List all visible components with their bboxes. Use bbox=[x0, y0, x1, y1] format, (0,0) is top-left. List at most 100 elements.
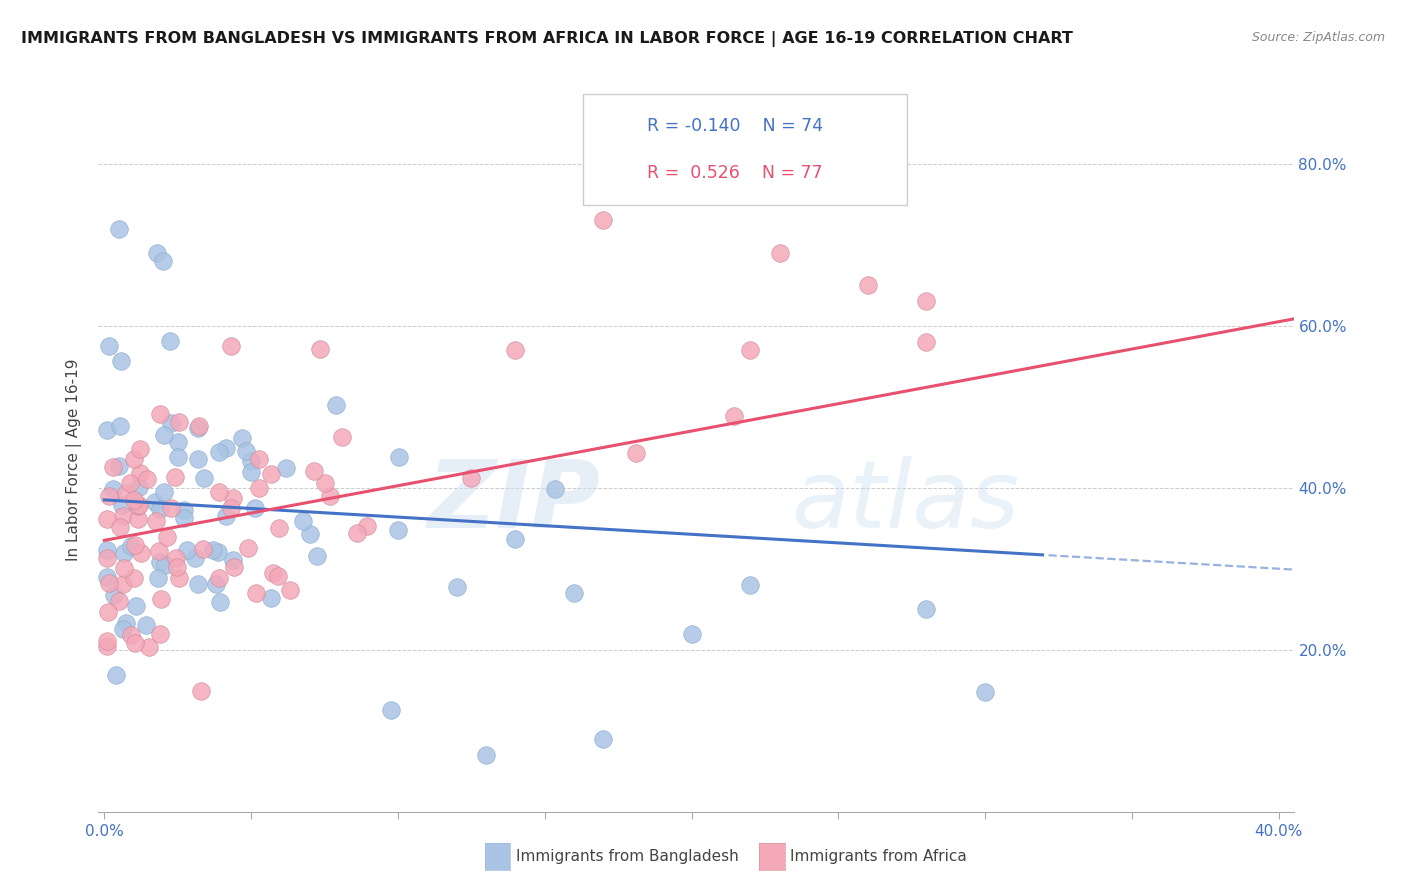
Point bbox=[208, 484, 231, 499]
Point bbox=[122, 493, 145, 508]
Point bbox=[97, 605, 120, 619]
Point bbox=[96, 640, 118, 654]
Point bbox=[111, 622, 134, 636]
Text: atlas: atlas bbox=[792, 456, 1019, 547]
Point bbox=[118, 475, 141, 490]
Point bbox=[145, 514, 167, 528]
Point bbox=[124, 635, 146, 649]
Point bbox=[740, 578, 762, 592]
Point bbox=[202, 542, 225, 557]
Text: R = -0.140    N = 74: R = -0.140 N = 74 bbox=[647, 117, 823, 135]
Point bbox=[208, 571, 231, 585]
Point bbox=[128, 499, 150, 513]
Point bbox=[278, 582, 301, 597]
Point bbox=[274, 460, 297, 475]
Point bbox=[239, 465, 262, 479]
Point bbox=[148, 571, 170, 585]
Point bbox=[115, 615, 138, 630]
Point bbox=[222, 491, 245, 506]
Point bbox=[544, 483, 567, 497]
Point bbox=[129, 442, 152, 456]
Point bbox=[190, 684, 212, 698]
Point bbox=[163, 470, 186, 484]
Point bbox=[103, 588, 125, 602]
Point bbox=[173, 503, 195, 517]
Point bbox=[129, 466, 152, 480]
Point bbox=[159, 501, 181, 516]
Point bbox=[160, 417, 183, 431]
Point bbox=[122, 571, 145, 585]
Point bbox=[302, 464, 325, 478]
Point bbox=[193, 471, 215, 485]
Point bbox=[723, 409, 745, 423]
Point bbox=[222, 553, 245, 567]
Point bbox=[114, 486, 136, 500]
Point bbox=[136, 472, 159, 486]
Point bbox=[475, 747, 498, 762]
Point bbox=[122, 452, 145, 467]
Point bbox=[167, 570, 190, 584]
Point bbox=[108, 221, 131, 235]
Point bbox=[915, 294, 938, 309]
Point bbox=[974, 684, 997, 698]
Point bbox=[592, 213, 614, 227]
Point bbox=[184, 551, 207, 566]
Point bbox=[309, 342, 332, 356]
Point bbox=[221, 339, 243, 353]
Point bbox=[165, 550, 187, 565]
Point bbox=[124, 538, 146, 552]
Point bbox=[624, 446, 647, 460]
Point bbox=[143, 495, 166, 509]
Point bbox=[262, 566, 284, 580]
Point bbox=[97, 489, 120, 503]
Point bbox=[915, 334, 938, 349]
Point bbox=[114, 546, 136, 560]
Point bbox=[96, 512, 118, 526]
Point bbox=[260, 467, 283, 481]
Point bbox=[204, 576, 226, 591]
Text: Source: ZipAtlas.com: Source: ZipAtlas.com bbox=[1251, 31, 1385, 45]
Point bbox=[505, 533, 527, 547]
Point bbox=[231, 431, 253, 445]
Point bbox=[245, 586, 267, 600]
Point bbox=[187, 452, 209, 467]
Point bbox=[188, 419, 211, 434]
Point bbox=[191, 541, 214, 556]
Point bbox=[235, 443, 257, 458]
Point bbox=[110, 498, 132, 512]
Point bbox=[769, 245, 792, 260]
Point bbox=[96, 570, 118, 584]
Point bbox=[112, 577, 135, 591]
Point bbox=[562, 586, 585, 600]
Point bbox=[110, 419, 132, 434]
Point bbox=[380, 703, 402, 717]
Point bbox=[243, 501, 266, 516]
Point bbox=[159, 334, 181, 348]
Point bbox=[346, 526, 368, 541]
Point bbox=[96, 423, 118, 437]
Point bbox=[96, 550, 118, 565]
Point bbox=[314, 476, 336, 491]
Point bbox=[207, 545, 229, 559]
Point bbox=[96, 543, 118, 558]
Point bbox=[128, 480, 150, 494]
Point bbox=[120, 539, 142, 553]
Text: R =  0.526    N = 77: R = 0.526 N = 77 bbox=[647, 164, 823, 182]
Point bbox=[110, 354, 132, 368]
Text: Immigrants from Africa: Immigrants from Africa bbox=[790, 849, 967, 863]
Text: IMMIGRANTS FROM BANGLADESH VS IMMIGRANTS FROM AFRICA IN LABOR FORCE | AGE 16-19 : IMMIGRANTS FROM BANGLADESH VS IMMIGRANTS… bbox=[21, 31, 1073, 47]
Point bbox=[236, 541, 259, 555]
Y-axis label: In Labor Force | Age 16-19: In Labor Force | Age 16-19 bbox=[66, 358, 83, 561]
Point bbox=[222, 560, 245, 574]
Point bbox=[138, 640, 160, 655]
Point bbox=[710, 173, 733, 187]
Point bbox=[149, 501, 172, 516]
Point bbox=[152, 254, 174, 268]
Point bbox=[173, 511, 195, 525]
Point bbox=[101, 460, 124, 475]
Point bbox=[214, 508, 236, 523]
Point bbox=[96, 633, 118, 648]
Point bbox=[856, 278, 879, 293]
Point bbox=[112, 508, 135, 523]
Point bbox=[155, 558, 177, 572]
